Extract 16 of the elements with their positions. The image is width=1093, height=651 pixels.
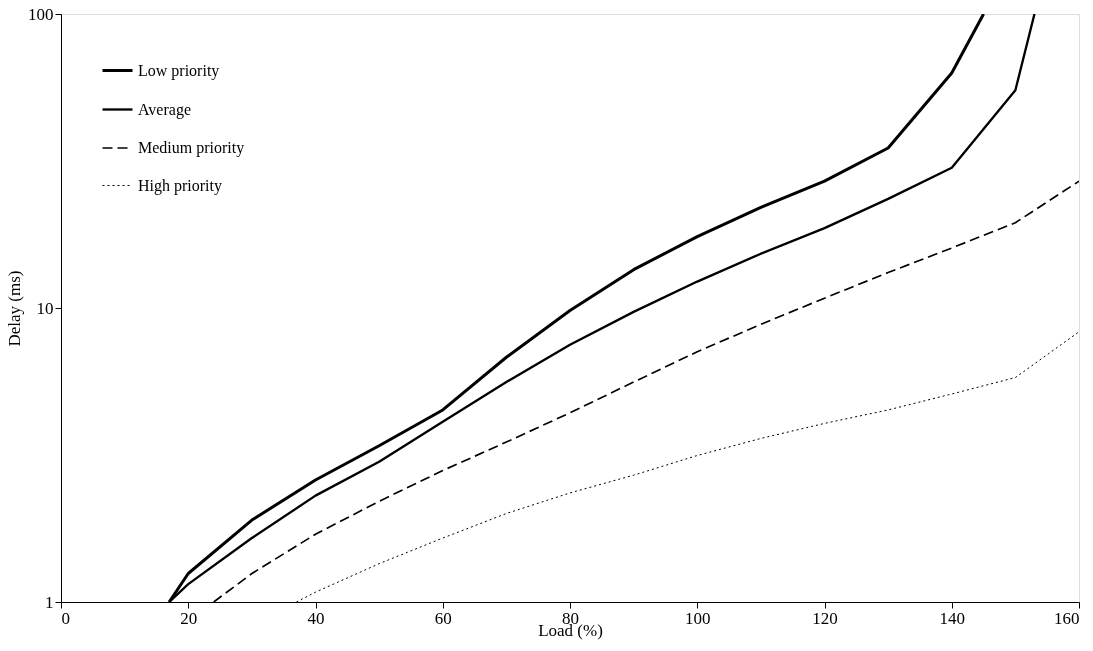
legend-label: High priority xyxy=(138,176,222,195)
x-tick-label: 60 xyxy=(434,608,452,628)
x-tick-label: 20 xyxy=(180,608,198,628)
legend-label: Medium priority xyxy=(138,139,245,157)
y-tick-label: 100 xyxy=(28,4,54,24)
x-tick-label: 160 xyxy=(1054,608,1080,628)
legend-label: Average xyxy=(138,100,191,119)
y-axis-title: Delay (ms) xyxy=(5,270,24,347)
x-tick-label: 120 xyxy=(812,608,838,628)
x-tick-label: 0 xyxy=(61,608,70,628)
x-tick-label: 100 xyxy=(685,608,711,628)
x-tick-label: 140 xyxy=(939,608,965,628)
y-tick-label: 10 xyxy=(36,298,54,318)
y-tick-label: 1 xyxy=(45,592,54,612)
x-tick-label: 40 xyxy=(307,608,325,628)
legend-label: Low priority xyxy=(138,61,220,80)
